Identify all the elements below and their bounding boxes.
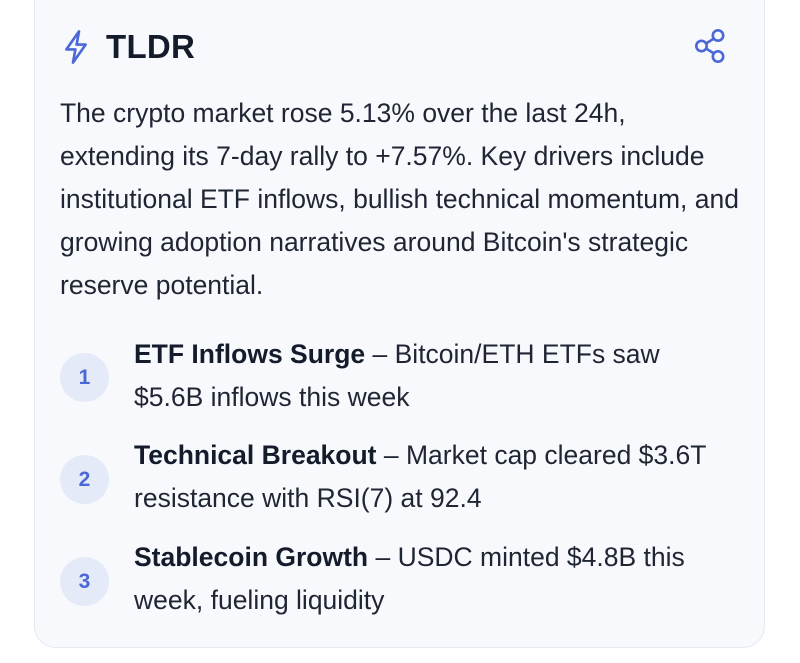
point-separator: – — [368, 542, 398, 572]
share-button[interactable] — [688, 26, 732, 70]
point-separator: – — [376, 440, 406, 470]
tldr-card — [34, 0, 765, 648]
list-item: 2 Technical Breakout – Market cap cleare… — [60, 434, 740, 524]
number-badge: 2 — [60, 455, 109, 504]
point-description: Market cap cleared $3.6T resistance with… — [134, 440, 706, 513]
list-item: 1 ETF Inflows Surge – Bitcoin/ETH ETFs s… — [60, 333, 740, 423]
card-header: TLDR — [60, 22, 195, 72]
number-badge: 1 — [60, 353, 109, 402]
summary-text: The crypto market rose 5.13% over the la… — [60, 98, 739, 300]
lightning-bolt-icon — [60, 27, 92, 67]
point-title: Stablecoin Growth — [134, 542, 369, 572]
point-text: Stablecoin Growth – USDC minted $4.8B th… — [134, 536, 734, 622]
share-icon — [691, 27, 729, 70]
point-text: ETF Inflows Surge – Bitcoin/ETH ETFs saw… — [134, 333, 734, 419]
point-title: Technical Breakout — [134, 440, 377, 470]
point-title: ETF Inflows Surge — [134, 339, 366, 369]
point-description: USDC minted $4.8B this week, fueling liq… — [134, 542, 685, 615]
point-separator: – — [365, 339, 395, 369]
number-badge: 3 — [60, 557, 109, 606]
point-text: Technical Breakout – Market cap cleared … — [134, 434, 734, 520]
point-description: Bitcoin/ETH ETFs saw $5.6B inflows this … — [134, 339, 660, 412]
list-item: 3 Stablecoin Growth – USDC minted $4.8B … — [60, 536, 740, 626]
card-title: TLDR — [106, 28, 196, 65]
